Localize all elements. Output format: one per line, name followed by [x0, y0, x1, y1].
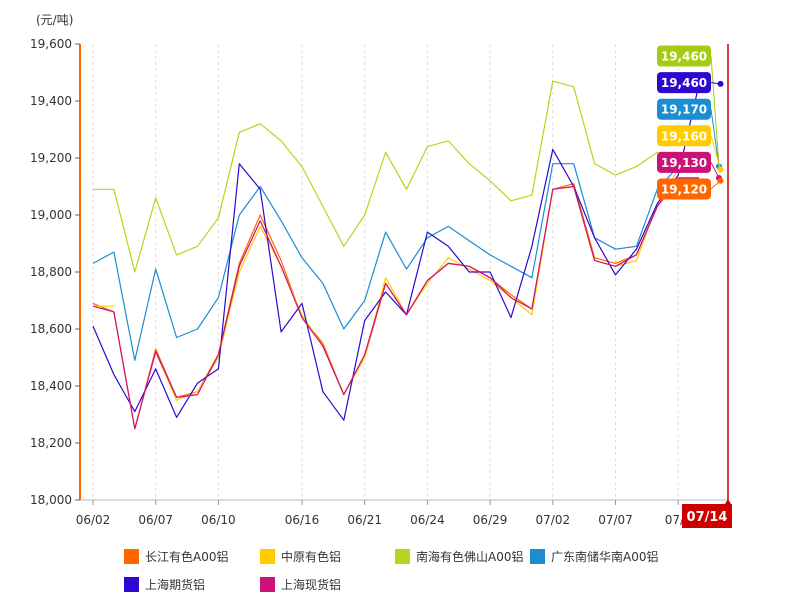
- legend-label: 中原有色铝: [281, 549, 342, 564]
- cursor-pointer: [725, 499, 731, 504]
- latest-value-badges: 19,460 19,460 19,170 19,160 19,130 19,120: [657, 45, 724, 200]
- y-tick-label: 18,600: [30, 322, 72, 336]
- badge-point: [717, 177, 724, 184]
- x-tick-label: 06/07: [138, 513, 173, 527]
- badge-point: [717, 80, 724, 87]
- latest-value-badge: [657, 72, 711, 94]
- x-tick-label: 06/16: [285, 513, 320, 527]
- x-tick-label: 06/21: [347, 513, 382, 527]
- grid-lines: [92, 44, 679, 500]
- y-unit-label: (元/吨): [36, 13, 73, 27]
- latest-value-label: 19,130: [661, 156, 707, 170]
- legend-item-changjiang[interactable]: 长江有色A00铝: [124, 548, 228, 564]
- legend-item-zhongyuan[interactable]: 中原有色铝: [260, 548, 341, 564]
- legend-swatch: [260, 548, 275, 564]
- badge-connector: [710, 135, 721, 170]
- x-tick-label: 06/02: [76, 513, 111, 527]
- badge-point: [717, 166, 724, 173]
- price-chart: (元/吨) 18,000 18,200 18,400 18,600 18,800 19,0…: [30, 13, 732, 528]
- legend-item-guangdong-nanchu[interactable]: 广东南储华南A00铝: [530, 548, 658, 564]
- latest-value-label: 19,460: [661, 76, 707, 90]
- legend-label: 上海现货铝: [281, 577, 342, 592]
- badge-connector: [710, 55, 720, 167]
- legend: 长江有色A00铝 中原有色铝 南海有色佛山A00铝 广东南储华南A00铝 上海期…: [124, 546, 724, 602]
- latest-value-label: 19,160: [661, 129, 707, 143]
- legend-label: 广东南储华南A00铝: [551, 549, 659, 564]
- latest-value-badge: [657, 125, 711, 147]
- series-line: [92, 180, 700, 430]
- legend-label: 上海期货铝: [145, 577, 206, 592]
- y-tick-label: 18,400: [30, 379, 72, 393]
- y-tick-label: 18,000: [30, 493, 72, 507]
- x-tick-label: 06/29: [473, 513, 508, 527]
- y-tick-label: 19,200: [30, 151, 72, 165]
- series-line: [92, 177, 700, 430]
- x-tick-label: 06/24: [410, 513, 445, 527]
- x-axis: 06/02 06/07 06/10 06/16 06/21 06/24 06/29 07/02…: [76, 499, 728, 527]
- cursor-date-box: [682, 504, 732, 528]
- y-axis: 18,000 18,200 18,400 18,600 18,800 19,000 19,2…: [30, 37, 81, 507]
- x-tick-label: 07/02: [536, 513, 571, 527]
- y-tick-label: 19,600: [30, 37, 72, 51]
- cursor-date-label: 07/14: [687, 510, 728, 525]
- y-tick-label: 18,800: [30, 265, 72, 279]
- legend-swatch: [260, 576, 275, 592]
- legend-swatch: [395, 548, 410, 564]
- x-tick-label: 07/07: [598, 513, 633, 527]
- latest-value-label: 19,170: [661, 103, 707, 117]
- legend-item-nanhai-foshan[interactable]: 南海有色佛山A00铝: [395, 548, 523, 564]
- latest-value-badge: [657, 45, 711, 67]
- latest-value-badge: [657, 98, 711, 120]
- y-tick-label: 19,000: [30, 208, 72, 222]
- legend-swatch: [530, 548, 545, 564]
- legend-item-shanghai-spot[interactable]: 上海现货铝: [260, 576, 341, 592]
- legend-swatch: [124, 548, 139, 564]
- series-line: [93, 168, 700, 401]
- y-tick-label: 19,400: [30, 94, 72, 108]
- crosshair-cursor: 07/14: [682, 44, 732, 528]
- legend-label: 长江有色A00铝: [145, 549, 229, 564]
- legend-swatch: [124, 576, 139, 592]
- latest-value-badge: [657, 178, 711, 200]
- series-line: [93, 80, 700, 273]
- legend-item-shfe-futures[interactable]: 上海期货铝: [124, 576, 205, 592]
- legend-label: 南海有色佛山A00铝: [416, 549, 524, 564]
- series-lines: [92, 80, 700, 430]
- series-line: [92, 163, 700, 361]
- latest-value-badge: [657, 151, 711, 173]
- latest-value-label: 19,460: [661, 50, 707, 64]
- y-tick-label: 18,200: [30, 436, 72, 450]
- series-line: [92, 83, 700, 421]
- badge-connector: [710, 109, 720, 167]
- latest-value-label: 19,120: [661, 183, 707, 197]
- x-tick-label: 06/10: [201, 513, 236, 527]
